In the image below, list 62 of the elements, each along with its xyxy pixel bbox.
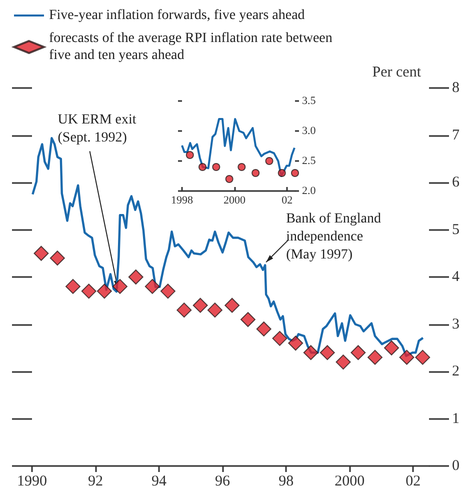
x-tick-label: 96 xyxy=(215,474,231,489)
y-tick-label: 8 xyxy=(452,80,460,96)
point xyxy=(144,278,160,294)
point xyxy=(112,278,128,294)
point xyxy=(207,302,222,318)
y-tick-label: 2 xyxy=(452,364,460,380)
point xyxy=(415,350,430,365)
annotation: Bank of England independence (May 1997) xyxy=(286,212,384,263)
point xyxy=(186,151,194,159)
point xyxy=(128,270,144,284)
point xyxy=(160,284,176,299)
point xyxy=(192,298,208,313)
point xyxy=(176,302,192,318)
y-tick-label: 7 xyxy=(452,127,460,144)
y-tick-label: 2.0 xyxy=(302,185,316,197)
point xyxy=(350,345,366,360)
point xyxy=(291,169,299,177)
x-tick-label: 2000 xyxy=(334,474,365,489)
point xyxy=(278,169,286,177)
point xyxy=(224,298,240,313)
point xyxy=(336,354,351,370)
point xyxy=(256,321,272,336)
x-tick-label: 92 xyxy=(88,474,104,489)
point xyxy=(265,157,274,165)
y-tick-label: 4 xyxy=(452,269,460,285)
annotation: UK ERM exit (Sept. 1992) xyxy=(58,112,140,146)
x-tick-label: 02 xyxy=(282,194,293,206)
point xyxy=(399,350,414,365)
point xyxy=(198,163,206,171)
point xyxy=(96,284,112,299)
point xyxy=(288,336,304,351)
x-tick-label: 98 xyxy=(278,474,294,489)
point xyxy=(65,278,80,294)
point xyxy=(384,340,400,356)
x-tick-label: 1998 xyxy=(171,194,194,206)
point xyxy=(34,246,49,261)
x-tick-label: 2000 xyxy=(224,194,246,206)
legend-label: forecasts of the average RPI inflation rate between five and ten years ahead xyxy=(49,31,336,63)
y-tick-label: 6 xyxy=(452,174,460,190)
y-tick-label: 5 xyxy=(452,222,460,238)
y-tick-label: 2.5 xyxy=(302,155,316,167)
x-tick-label: 02 xyxy=(406,474,421,489)
point xyxy=(252,169,260,177)
y-tick-label: 3.5 xyxy=(302,95,316,107)
point xyxy=(225,175,234,183)
point xyxy=(320,345,335,360)
y-axis-title: Per cent xyxy=(372,64,422,80)
point xyxy=(238,163,246,171)
point xyxy=(272,330,288,346)
point xyxy=(303,345,318,360)
y-tick-label: 0 xyxy=(452,458,460,474)
x-tick-label: 1990 xyxy=(17,474,47,489)
y-tick-label: 3 xyxy=(452,316,460,332)
legend-label: Five-year inflation forwards, five years ahead xyxy=(49,8,305,23)
x-tick-label: 94 xyxy=(152,474,168,489)
y-tick-label: 1 xyxy=(452,410,460,427)
point xyxy=(212,163,220,171)
point xyxy=(81,284,96,299)
y-tick-label: 3.0 xyxy=(302,125,316,137)
point xyxy=(50,250,65,266)
point xyxy=(240,312,256,328)
point xyxy=(368,350,383,365)
